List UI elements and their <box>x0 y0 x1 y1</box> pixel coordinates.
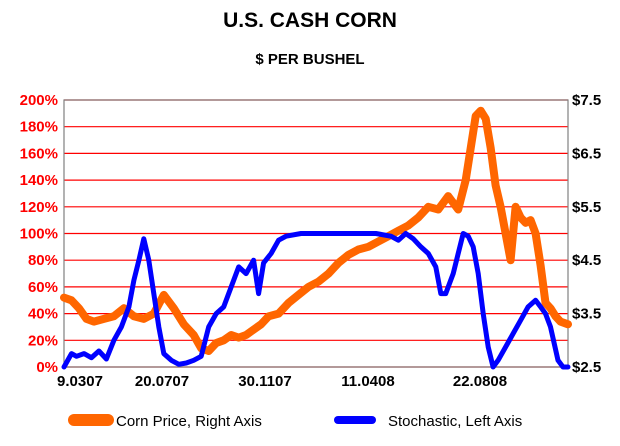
y-right-tick-label: $2.5 <box>572 359 601 376</box>
y-right-tick-label: $5.5 <box>572 199 601 216</box>
y-left-tick-label: 120% <box>20 199 58 216</box>
y-left-tick-label: 60% <box>28 279 58 296</box>
x-tick-label: 30.1107 <box>238 373 291 390</box>
legend: Corn Price, Right Axis Stochastic, Left A… <box>68 413 522 430</box>
plot-area: 0% 20% 40% 60% 80% 100% 120% 140% 160% 180% 200% $2… <box>20 92 602 390</box>
y-left-tick-label: 140% <box>20 172 58 189</box>
y-right-tick-label: $6.5 <box>572 145 601 162</box>
y-left-tick-label: 80% <box>28 252 58 269</box>
x-tick-label: 11.0408 <box>341 373 394 390</box>
y-left-tick-label: 200% <box>20 92 58 109</box>
series-line-corn-price <box>60 106 572 355</box>
x-tick-label: 22.0808 <box>453 373 507 390</box>
chart-subtitle: $ PER BUSHEL <box>255 51 364 68</box>
y-left-tick-label: 0% <box>36 359 58 376</box>
y-left-tick-label: 20% <box>28 332 58 349</box>
x-tick-label: 9.0307 <box>57 373 103 390</box>
y-right-tick-label: $4.5 <box>572 252 601 269</box>
x-tick-label: 20.0707 <box>135 373 189 390</box>
legend-label: Corn Price, Right Axis <box>116 413 262 430</box>
chart-title: U.S. CASH CORN <box>223 9 397 32</box>
y-left-tick-label: 100% <box>20 226 58 243</box>
y-right-tick-label: $3.5 <box>572 306 601 323</box>
y-right-tick-label: $7.5 <box>572 92 601 109</box>
series-line-stochastic <box>61 231 571 370</box>
y-left-tick-label: 180% <box>20 119 58 136</box>
plot-frame <box>63 99 569 368</box>
y-left-tick-label: 160% <box>20 145 58 162</box>
y-left-tick-label: 40% <box>28 306 58 323</box>
legend-label: Stochastic, Left Axis <box>388 413 522 430</box>
